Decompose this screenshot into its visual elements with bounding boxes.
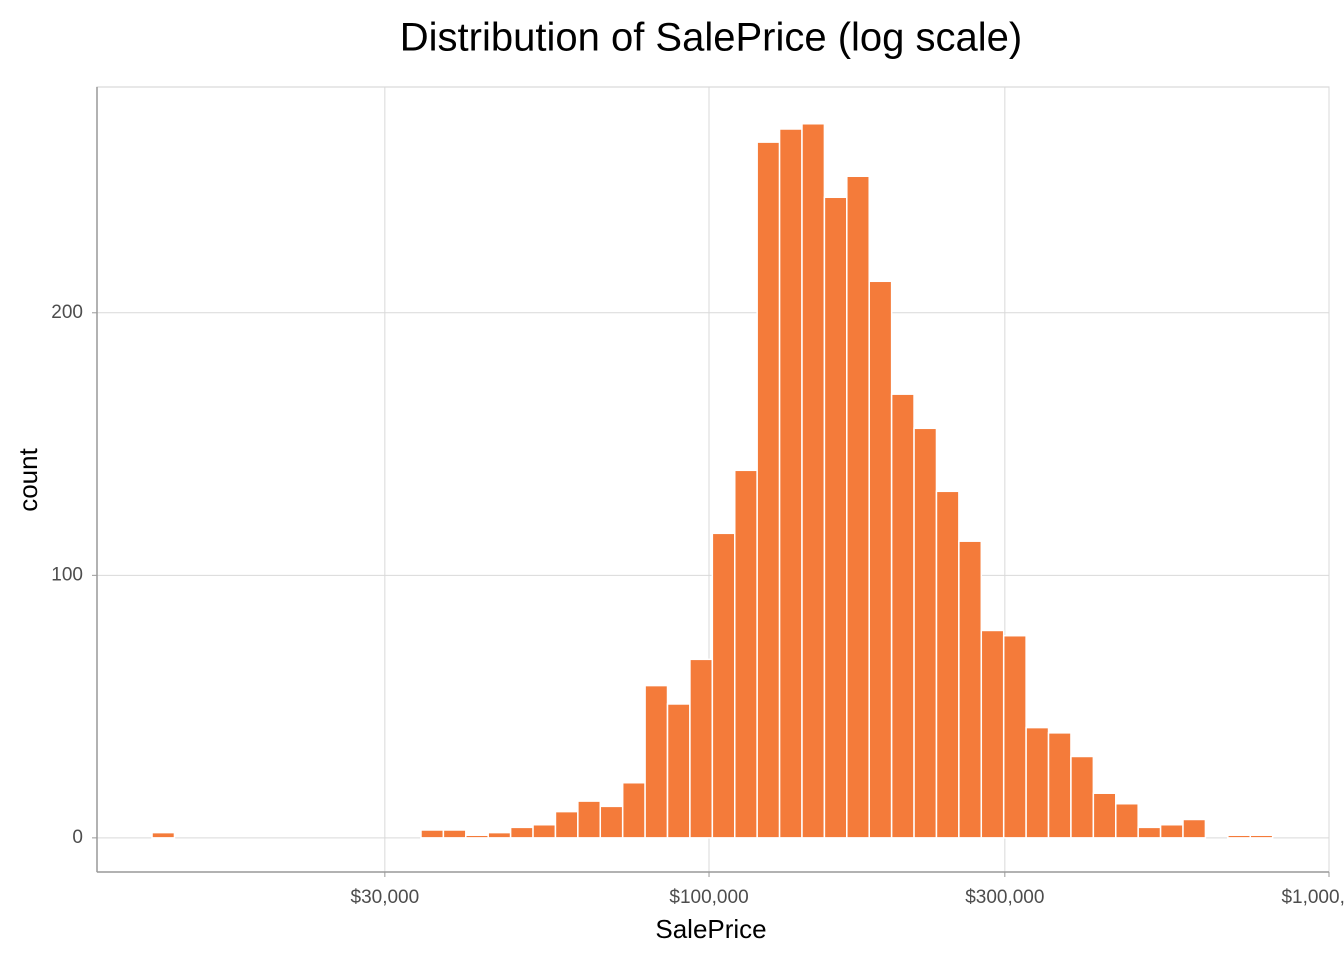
y-tick-label: 100 <box>51 564 83 585</box>
bar <box>442 829 467 839</box>
bar <box>1092 792 1117 839</box>
bar <box>151 831 176 839</box>
bar <box>1115 802 1139 839</box>
bar <box>935 490 960 839</box>
bar <box>577 800 602 839</box>
bar <box>509 826 534 839</box>
bar <box>890 393 915 839</box>
bar <box>621 781 646 839</box>
x-tick-label: $30,000 <box>351 887 420 908</box>
bar <box>846 175 870 839</box>
bar <box>487 831 512 839</box>
bar <box>734 469 758 839</box>
x-tick-label: $1,000,000 <box>1281 887 1344 908</box>
bar <box>1025 726 1050 839</box>
bar <box>958 540 983 839</box>
bar <box>756 141 781 839</box>
y-axis-title: count <box>13 447 43 511</box>
bar <box>554 810 579 839</box>
bar <box>420 829 445 839</box>
bar <box>1159 823 1184 839</box>
bar <box>823 196 848 839</box>
bar <box>980 629 1005 839</box>
bar <box>599 805 624 839</box>
bar <box>465 834 489 839</box>
x-tick-label: $100,000 <box>669 887 748 908</box>
bar <box>532 823 557 839</box>
x-tick-label: $300,000 <box>965 887 1044 908</box>
bar <box>868 280 893 839</box>
bar <box>689 658 714 839</box>
bar <box>778 128 803 839</box>
bar <box>1047 732 1072 839</box>
bar <box>711 532 736 839</box>
bar <box>1137 826 1162 839</box>
bar <box>1182 818 1207 839</box>
bar <box>1249 834 1274 839</box>
y-tick-label: 200 <box>51 302 83 323</box>
bar <box>801 123 826 839</box>
bar <box>913 427 938 839</box>
y-tick-label: 0 <box>72 827 83 848</box>
bar <box>1227 834 1251 839</box>
x-axis-title: SalePrice <box>655 914 766 944</box>
bar <box>1070 755 1095 839</box>
bar <box>644 684 669 839</box>
bar <box>1002 634 1027 839</box>
bar <box>666 703 691 839</box>
chart-title: Distribution of SalePrice (log scale) <box>400 16 1022 60</box>
